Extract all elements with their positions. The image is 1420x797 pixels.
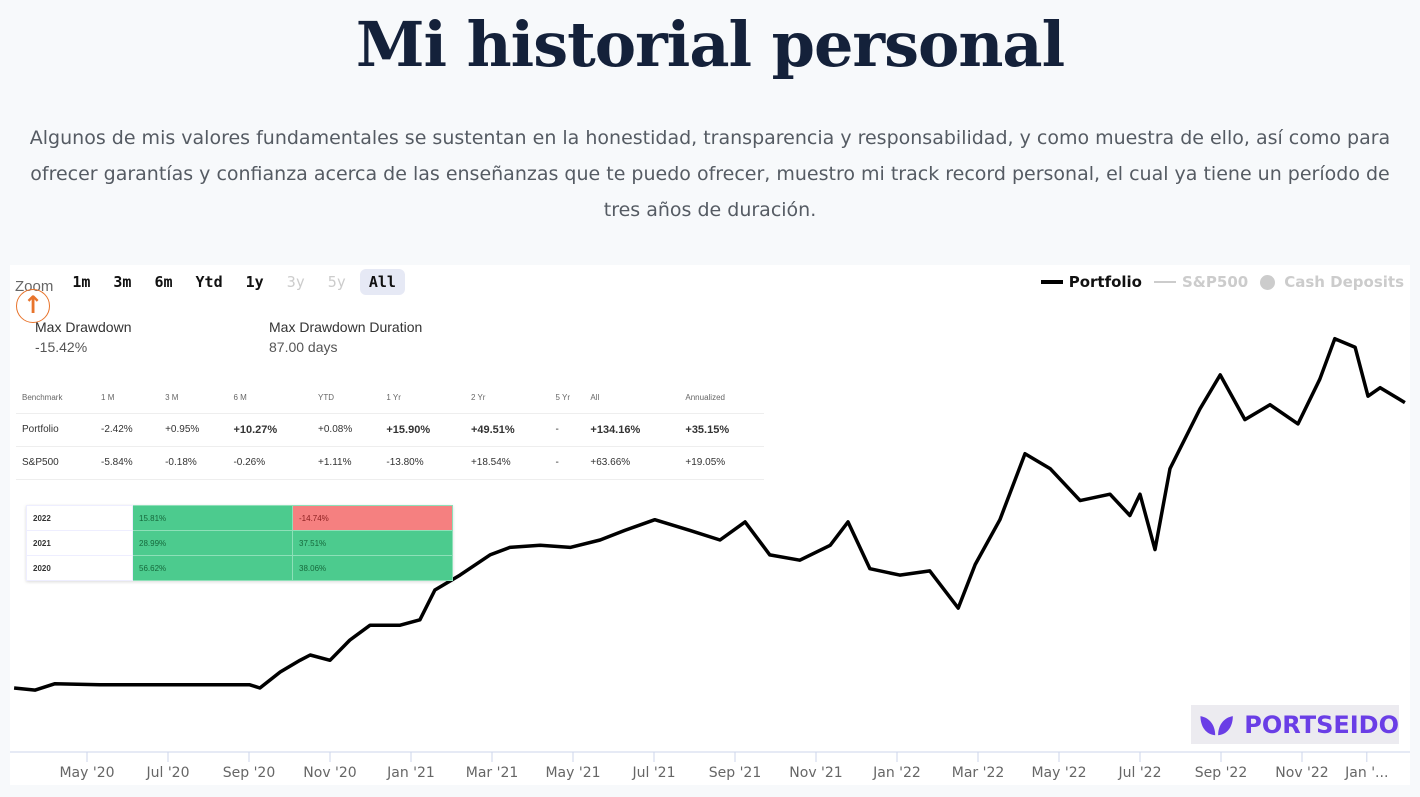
- portfolio-line: [13, 336, 1406, 692]
- x-tick-label: May '21: [545, 765, 600, 781]
- table-cell: +63.66%: [584, 446, 680, 480]
- max-drawdown-duration: Max Drawdown Duration 87.00 days: [269, 317, 422, 357]
- zoom-1y-button[interactable]: 1y: [245, 273, 264, 291]
- table-cell: -0.26%: [227, 446, 313, 480]
- year-cell: 2022: [26, 505, 133, 531]
- chart-legend: Portfolio S&P500 Cash Deposits: [1029, 273, 1404, 291]
- return-cell: 15.81%: [132, 505, 293, 531]
- table-cell: -2.42%: [95, 413, 160, 447]
- x-tick-label: Sep '21: [709, 765, 762, 781]
- max-drawdown: Max Drawdown -15.42%: [35, 317, 131, 357]
- table-cell: +134.16%: [584, 413, 680, 447]
- table-row: Portfolio -2.42% +0.95% +10.27% +0.08% +15.90…: [16, 413, 764, 447]
- table-cell: +15.90%: [380, 413, 465, 447]
- yearly-returns-table: 2022 15.81% -14.74% 2021 28.99% 37.51% 2020 56.…: [26, 505, 453, 581]
- column-header: 6 M: [227, 383, 313, 414]
- table-row: S&P500 -5.84% -0.18% -0.26% +1.11% -13.80% +18…: [16, 446, 764, 480]
- x-tick-label: Nov '21: [789, 765, 842, 781]
- x-tick-label: Jan '21: [386, 765, 435, 781]
- x-tick-label: Sep '22: [1195, 765, 1248, 781]
- zoom-3m-button[interactable]: 3m: [113, 273, 132, 291]
- column-header: All: [584, 383, 680, 414]
- portseido-logo: PORTSEIDO: [1191, 705, 1399, 744]
- x-tick-label: Nov '22: [1275, 765, 1328, 781]
- x-tick-label: Jul '21: [631, 765, 675, 781]
- x-tick-label: Jul '22: [1117, 765, 1161, 781]
- table-cell: Portfolio: [16, 413, 96, 447]
- table-cell: -0.18%: [159, 446, 228, 480]
- column-header: 1 M: [95, 383, 160, 414]
- table-cell: +0.08%: [312, 413, 381, 447]
- legend-sp500[interactable]: S&P500: [1154, 273, 1248, 291]
- return-cell: -14.74%: [292, 505, 453, 531]
- x-tick-label: May '22: [1031, 765, 1086, 781]
- x-tick-label: Jul '20: [145, 765, 189, 781]
- zoom-all-button[interactable]: All: [359, 269, 405, 295]
- x-tick-label: Jan '22: [872, 765, 921, 781]
- x-tick-label: May '20: [59, 765, 114, 781]
- x-tick-label: Jan '...: [1344, 765, 1388, 781]
- table-cell: +19.05%: [679, 446, 764, 480]
- table-cell: -5.84%: [95, 446, 160, 480]
- table-cell: +35.15%: [679, 413, 764, 447]
- column-header: 3 M: [159, 383, 228, 414]
- table-row: 2022 15.81% -14.74%: [26, 505, 453, 531]
- year-cell: 2020: [26, 555, 133, 581]
- zoom-ytd-button[interactable]: Ytd: [195, 273, 223, 291]
- intro-text: Algunos de mis valores fundamentales se …: [29, 127, 1391, 221]
- arrow-up-icon[interactable]: ↑: [16, 289, 50, 323]
- table-cell: +0.95%: [159, 413, 228, 447]
- portfolio-chart-panel: May '20 Jul '20 Sep '20 Nov '20 Jan '21 Mar '…: [10, 265, 1410, 785]
- x-tick-label: Mar '22: [952, 765, 1005, 781]
- x-tick-label: Nov '20: [303, 765, 356, 781]
- year-cell: 2021: [26, 530, 133, 556]
- return-cell: 37.51%: [292, 530, 453, 556]
- duration-label: Max Drawdown Duration: [269, 319, 423, 335]
- return-cell: 56.62%: [132, 555, 293, 581]
- duration-value: 87.00 days: [269, 339, 338, 355]
- portfolio-chart: May '20 Jul '20 Sep '20 Nov '20 Jan '21 Mar '…: [10, 336, 1410, 781]
- column-header: Annualized: [679, 383, 764, 414]
- circle-icon: [1260, 274, 1276, 290]
- x-tick-label: Sep '20: [223, 765, 276, 781]
- page-title: Mi historial personal: [355, 8, 1065, 81]
- table-row: 2021 28.99% 37.51%: [26, 530, 453, 556]
- table-cell: +49.51%: [464, 413, 550, 447]
- table-cell: +18.54%: [464, 446, 550, 480]
- legend-cash-deposits[interactable]: Cash Deposits: [1260, 273, 1404, 291]
- table-cell: -: [549, 446, 585, 480]
- column-header: 2 Yr: [464, 383, 550, 414]
- return-cell: 28.99%: [132, 530, 293, 556]
- table-cell: -: [549, 413, 585, 447]
- table-cell: S&P500: [16, 446, 96, 480]
- max-drawdown-label: Max Drawdown: [35, 319, 132, 335]
- column-header: Benchmark: [16, 383, 96, 414]
- legend-portfolio[interactable]: Portfolio: [1040, 273, 1142, 291]
- leaf-icon: [1200, 715, 1233, 735]
- zoom-6m-button[interactable]: 6m: [154, 273, 173, 291]
- column-header: 1 Yr: [380, 383, 465, 414]
- table-cell: +10.27%: [227, 413, 313, 447]
- table-cell: +1.11%: [312, 446, 381, 480]
- legend-label: Portfolio: [1068, 273, 1142, 291]
- zoom-3y-button[interactable]: 3y: [286, 273, 305, 291]
- legend-label: S&P500: [1182, 273, 1249, 291]
- max-drawdown-value: -15.42%: [35, 339, 88, 355]
- return-cell: 38.06%: [292, 555, 453, 581]
- zoom-bar: Zoom 1m 3m 6m Ytd 1y 3y 5y All: [15, 269, 410, 295]
- legend-label: Cash Deposits: [1284, 273, 1404, 291]
- logo-text: PORTSEIDO: [1244, 710, 1399, 739]
- x-tick-label: Mar '21: [466, 765, 519, 781]
- zoom-1m-button[interactable]: 1m: [72, 273, 91, 291]
- table-row: 2020 56.62% 38.06%: [26, 555, 453, 581]
- table-cell: -13.80%: [380, 446, 465, 480]
- zoom-5y-button[interactable]: 5y: [327, 273, 346, 291]
- column-header: YTD: [312, 383, 381, 414]
- column-header: 5 Yr: [549, 383, 585, 414]
